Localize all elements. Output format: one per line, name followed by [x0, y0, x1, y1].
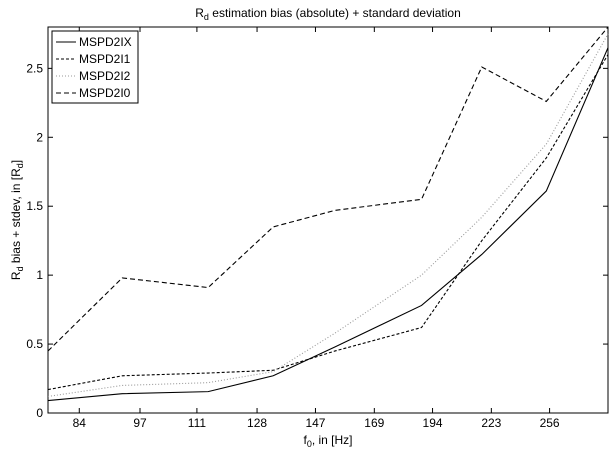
- x-tick-label: 128: [247, 416, 267, 430]
- line: [47, 54, 609, 391]
- y-tick-label: 1.5: [26, 199, 43, 213]
- legend-label: MSPD2I0: [79, 86, 131, 100]
- legend-label: MSPD2I2: [79, 69, 131, 83]
- line: [47, 33, 609, 398]
- y-axis-label: Rd bias + stdev, in [Rd]: [9, 160, 25, 280]
- y-tick-label: 2.5: [26, 61, 43, 75]
- legend-label: MSPD2I1: [79, 52, 131, 66]
- x-tick-label: 194: [423, 416, 443, 430]
- y-tick-label: 0.5: [26, 337, 43, 351]
- x-tick-label: 223: [481, 416, 501, 430]
- legend-label: MSPD2IX: [79, 35, 132, 49]
- x-axis-label: f0, in [Hz]: [303, 433, 352, 449]
- plot-frame: [47, 26, 609, 414]
- x-tick-label: 256: [540, 416, 560, 430]
- chart-title: Rd estimation bias (absolute) + standard…: [195, 6, 461, 22]
- legend-box: [51, 30, 139, 104]
- y-tick-label: 2: [36, 130, 43, 144]
- y-tick-label: 1: [36, 268, 43, 282]
- x-tick-label: 84: [73, 416, 87, 430]
- x-tick-label: 97: [133, 416, 147, 430]
- line: [47, 47, 609, 402]
- x-tick-label: 147: [305, 416, 325, 430]
- line: [47, 26, 609, 352]
- x-tick-label: 111: [188, 416, 207, 430]
- y-tick-label: 0: [36, 406, 43, 420]
- x-tick-label: 169: [364, 416, 384, 430]
